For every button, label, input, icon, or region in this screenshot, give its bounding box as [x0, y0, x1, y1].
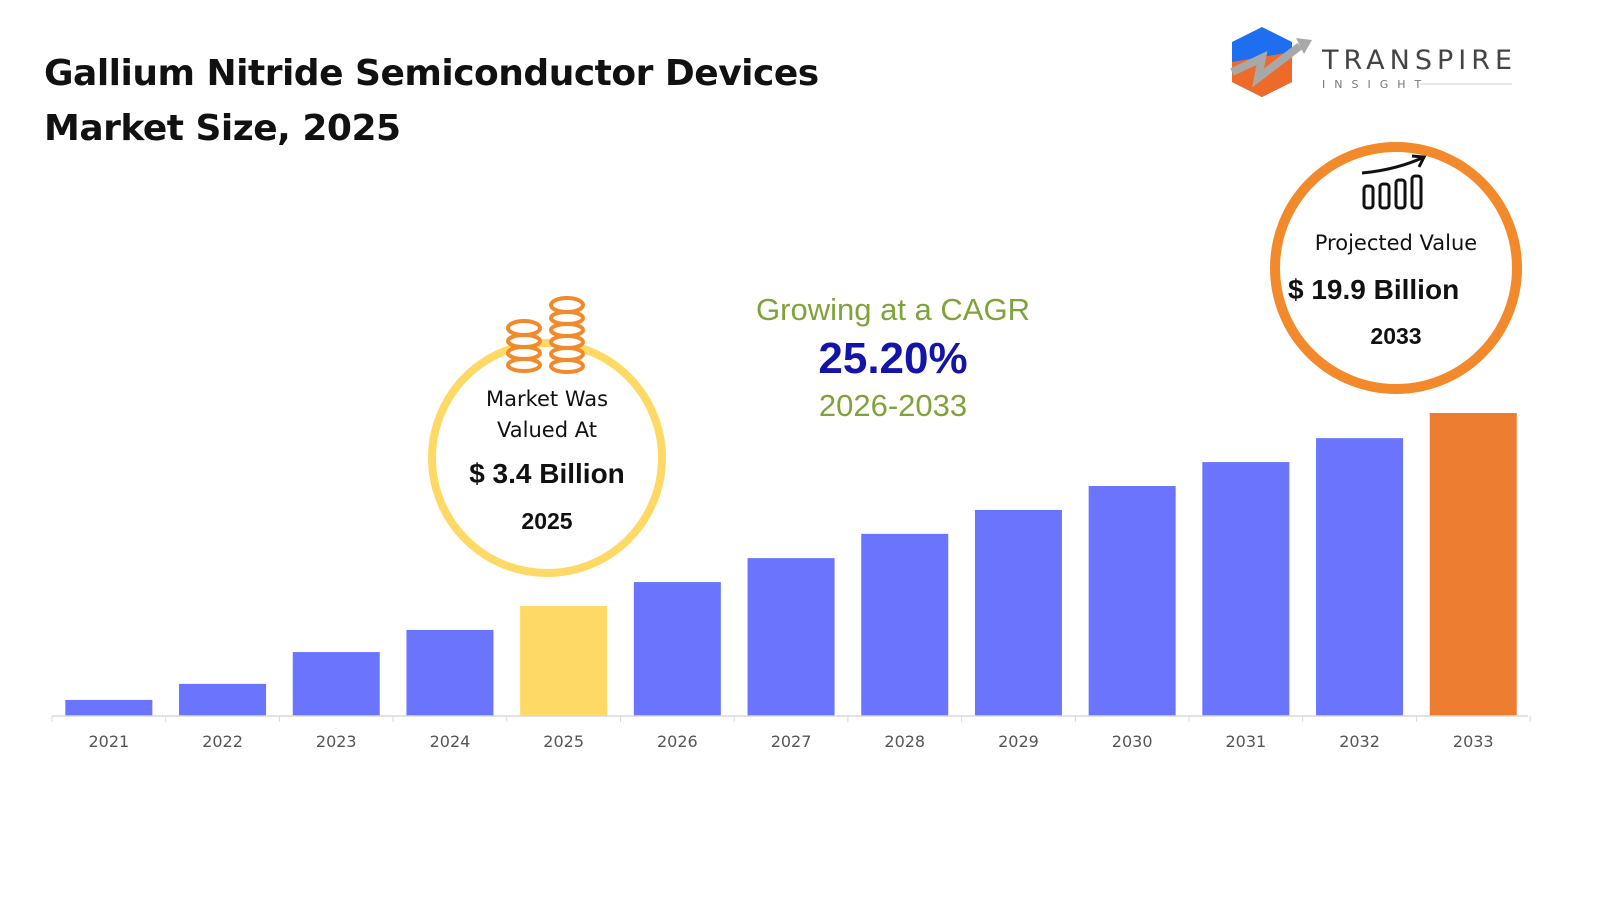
cagr-period: 2026-2033	[818, 388, 968, 423]
bar-2031	[1202, 462, 1290, 716]
cagr-label: Growing at a CAGR	[756, 292, 1030, 327]
logo-name: TRANSPIRE	[1321, 45, 1517, 76]
x-tick-label-2030: 2030	[1112, 732, 1153, 751]
coin-stack-icon	[506, 296, 585, 374]
x-tick-label-2029: 2029	[998, 732, 1039, 751]
x-tick-label-2027: 2027	[771, 732, 812, 751]
transpire-logo: TRANSPIRE INSIGHT	[1230, 27, 1517, 97]
bar-2032	[1316, 438, 1404, 716]
x-tick-label-2032: 2032	[1339, 732, 1380, 751]
x-tick-label-2026: 2026	[657, 732, 698, 751]
bar-2024	[406, 629, 494, 716]
callout-2025-label-2: Valued At	[497, 418, 597, 442]
title-line-2: Market Size, 2025	[44, 108, 401, 149]
x-tick-label-2022: 2022	[202, 732, 243, 751]
bar-growth-icon	[1361, 154, 1427, 210]
cagr-value: 25.20%	[818, 334, 968, 383]
title-line-1: Gallium Nitride Semiconductor Devices	[44, 53, 819, 94]
x-tick-label-2021: 2021	[88, 732, 129, 751]
callout-2025-label: Market Was Valued At	[447, 384, 647, 446]
x-tick-label-2025: 2025	[543, 732, 584, 751]
bar-2026	[633, 582, 721, 716]
bar-2021	[65, 699, 153, 716]
callout-2025-value: $ 3.4 Billion	[469, 458, 625, 489]
bar-2023	[292, 652, 380, 716]
chart-title: Gallium Nitride Semiconductor Devices Ma…	[44, 46, 819, 156]
bar-2027	[747, 558, 835, 716]
callout-2025-ring	[428, 339, 666, 577]
callout-2033-value: $ 19.9 Billion	[1288, 274, 1460, 305]
bar-2022	[179, 683, 267, 716]
x-tick-label-2033: 2033	[1453, 732, 1494, 751]
callout-2025-label-1: Market Was	[485, 387, 609, 411]
bar-2028	[861, 533, 949, 716]
bar-2029	[974, 509, 1062, 716]
x-tick-label-2031: 2031	[1225, 732, 1266, 751]
callout-2033-label: Projected Value	[1314, 231, 1478, 255]
callout-2033-year: 2033	[1370, 323, 1422, 349]
x-tick-label-2028: 2028	[884, 732, 925, 751]
bar-2033	[1429, 413, 1517, 716]
callout-2033-ring	[1270, 142, 1522, 394]
logo-subtitle: INSIGHT	[1322, 78, 1430, 91]
x-tick-label-2024: 2024	[430, 732, 471, 751]
callout-2025-year: 2025	[521, 508, 573, 534]
bar-2030	[1088, 486, 1176, 716]
x-tick-label-2023: 2023	[316, 732, 357, 751]
bar-2025	[520, 606, 608, 716]
